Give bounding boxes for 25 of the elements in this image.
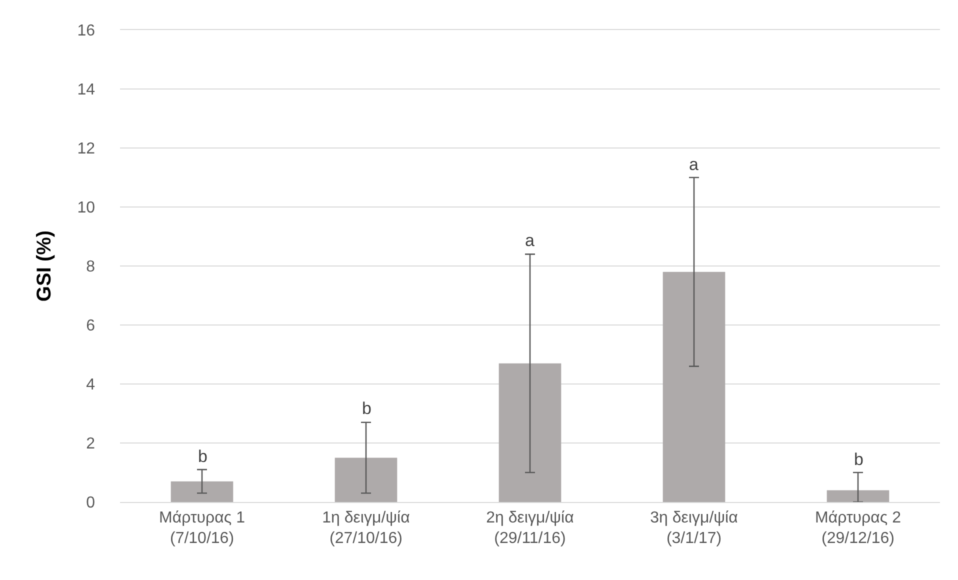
x-tick-label: 2η δειγμ/ψία (29/11/16): [486, 509, 574, 548]
y-axis-title: GSI (%): [34, 230, 56, 302]
y-tick-label: 14: [77, 82, 96, 99]
y-tick-label: 0: [86, 494, 96, 512]
annotation: a: [525, 231, 535, 250]
y-tick-label: 8: [86, 258, 96, 276]
x-tick-label: 3η δειγμ/ψία (3/1/17): [650, 509, 738, 548]
y-tick-label: 12: [77, 140, 96, 158]
x-tick-label: Μάρτυρας 1 (7/10/16): [159, 509, 246, 548]
bar: [170, 481, 234, 502]
y-tick-label: 16: [77, 22, 96, 40]
bar: [334, 458, 398, 502]
annotation: b: [362, 399, 372, 418]
x-tick-label: 1η δειγμ/ψία (27/10/16): [322, 509, 410, 548]
x-tick-label: Μάρτυρας 2 (29/12/16): [815, 509, 902, 548]
annotation: a: [689, 155, 699, 174]
annotation: b: [854, 450, 864, 469]
y-tick-label: 6: [86, 318, 96, 335]
annotation: b: [198, 447, 208, 466]
y-tick-label: 2: [86, 436, 96, 453]
y-tick-label: 10: [77, 200, 96, 217]
y-tick-label: 4: [86, 376, 96, 394]
bar: [662, 272, 726, 502]
bar: [498, 363, 562, 502]
bar: [826, 490, 890, 502]
